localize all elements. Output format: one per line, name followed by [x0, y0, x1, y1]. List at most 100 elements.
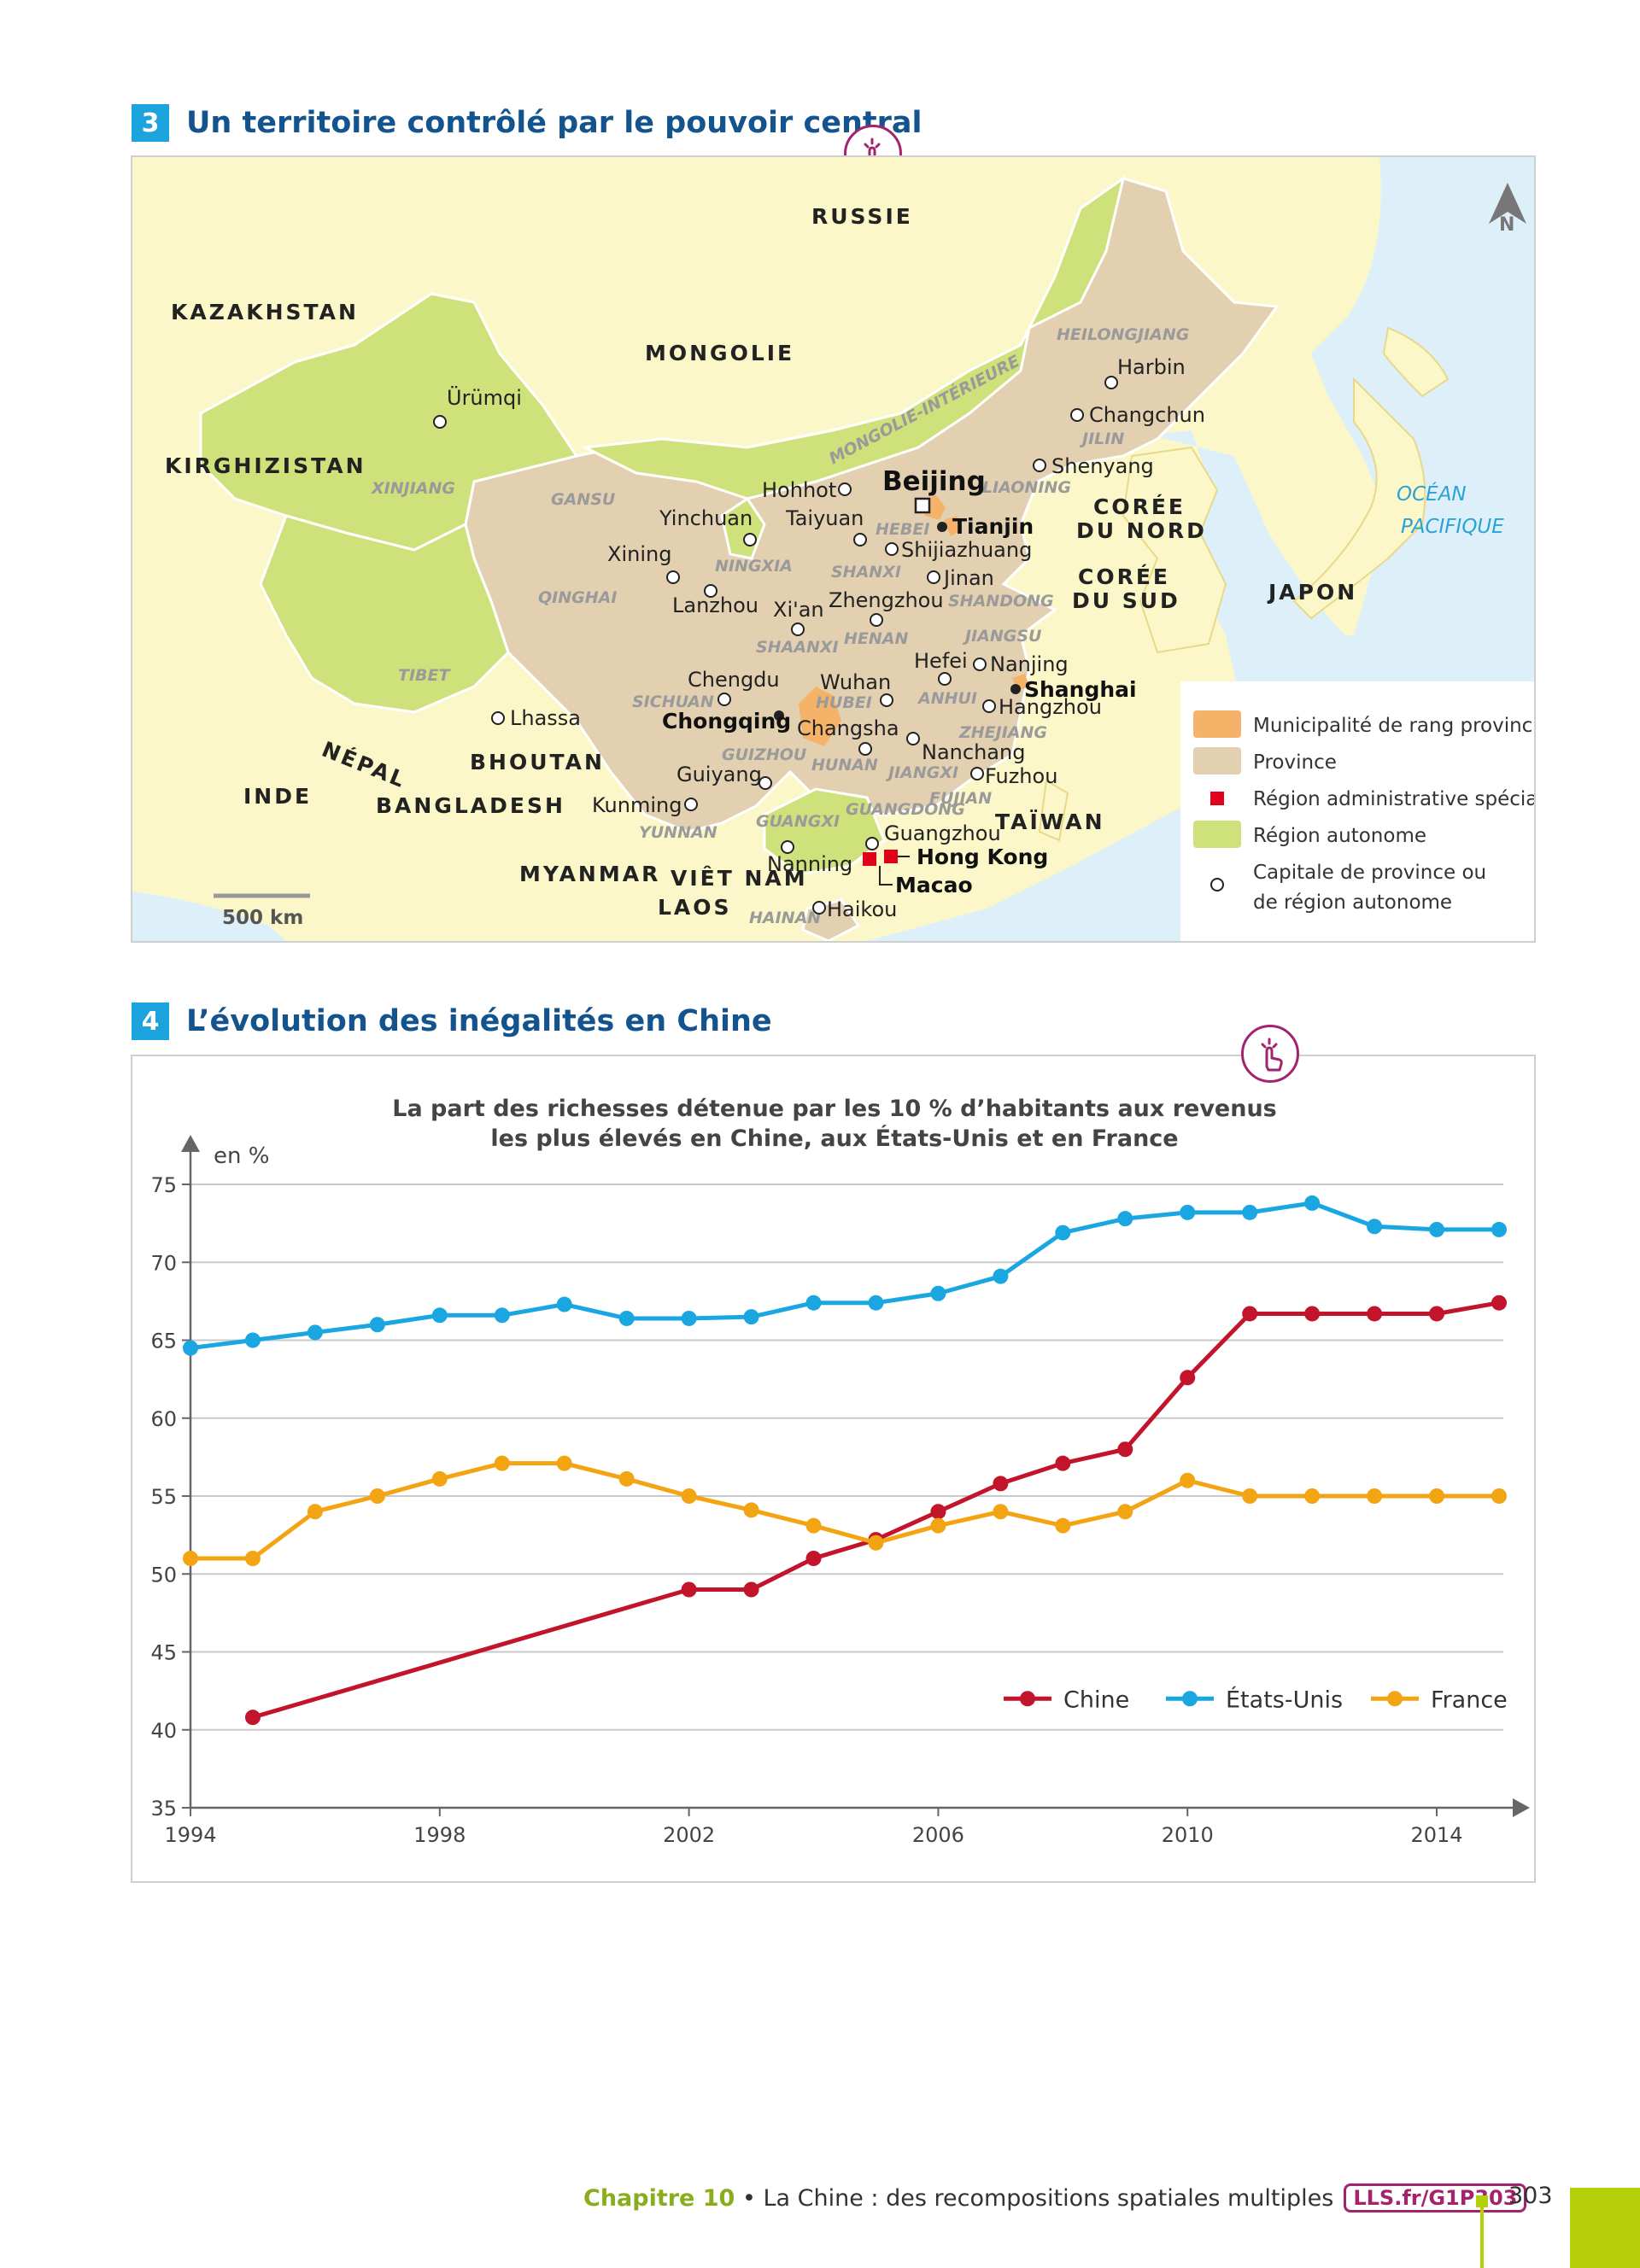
section-title: L’évolution des inégalités en Chine: [186, 1004, 772, 1038]
chongqing-area: [799, 687, 841, 746]
country-label: INDE: [243, 784, 312, 809]
touch-hand-icon[interactable]: [1241, 1025, 1299, 1083]
city-label: Shijiazhuang: [901, 538, 1032, 562]
north-label: N: [1499, 214, 1514, 236]
city-label: Haikou: [827, 897, 897, 921]
tianjin-area: [944, 516, 963, 536]
region-label: GUIZHOU: [722, 745, 807, 764]
data-point: [307, 1324, 323, 1341]
data-point: [868, 1534, 884, 1551]
data-point: [431, 1307, 448, 1324]
data-point: [556, 1296, 572, 1312]
footer-link[interactable]: LLS.fr/G1P303: [1344, 2183, 1527, 2212]
y-tick-label: 40: [150, 1719, 177, 1743]
y-tick-label: 60: [150, 1407, 177, 1431]
data-point: [930, 1285, 946, 1301]
data-point: [183, 1551, 198, 1566]
data-point: [1429, 1221, 1445, 1237]
region-label: QINGHAI: [538, 588, 617, 607]
series-line: [252, 1301, 1500, 1720]
footer-chapter: Chapitre 10: [583, 2184, 735, 2212]
page-footer: Chapitre 10 • La Chine : des recompositi…: [583, 2179, 1527, 2217]
ocean-label: OCÉAN: [1397, 482, 1467, 506]
y-tick-label: 45: [150, 1641, 177, 1665]
page-marker: [1476, 2195, 1488, 2207]
macao-marker: [884, 850, 898, 863]
y-tick-label: 65: [150, 1330, 177, 1353]
data-point: [1491, 1295, 1507, 1311]
region-label: GUANGXI: [756, 812, 840, 831]
region-label: LIAONING: [982, 478, 1071, 497]
data-point: [1304, 1488, 1321, 1504]
section-number: 4: [132, 1002, 169, 1040]
data-point: [1491, 1488, 1507, 1504]
city-label-hong-kong: Hong Kong: [917, 845, 1048, 869]
region-label: ANHUI: [917, 689, 977, 708]
taiwan-land: [1038, 779, 1069, 842]
legend-swatch: [1210, 878, 1224, 891]
country-label: BANGLADESH: [376, 793, 565, 818]
data-point: [1304, 1306, 1321, 1322]
data-point: [681, 1488, 697, 1504]
y-axis-arrow-icon: [181, 1135, 200, 1152]
series-line: [190, 1201, 1499, 1351]
country-label: MONGOLIE: [645, 341, 794, 365]
legend-label: Chine: [1063, 1686, 1129, 1713]
data-point: [618, 1470, 635, 1487]
section-title: Un territoire contrôlé par le pouvoir ce…: [186, 106, 922, 140]
city-label: Chengdu: [688, 668, 780, 692]
country-label: DU NORD: [1076, 518, 1207, 543]
data-point: [805, 1517, 822, 1534]
data-point: [244, 1332, 261, 1348]
inequality-chart: La part des richesses détenue par les 10…: [131, 1055, 1536, 1883]
data-point: [805, 1295, 822, 1311]
x-tick-label: 1998: [413, 1823, 466, 1847]
data-point: [993, 1476, 1009, 1492]
map-legend: Municipalité de rang provincial Province…: [1180, 681, 1534, 941]
legend-label: États-Unis: [1226, 1686, 1343, 1713]
municipality-marker: [1010, 684, 1021, 694]
chart-subtitle: les plus élevés en Chine, aux États-Unis…: [490, 1125, 1178, 1152]
data-point: [494, 1455, 510, 1471]
section-4-header: 4 L’évolution des inégalités en Chine: [132, 1002, 772, 1040]
city-label: Shenyang: [1051, 454, 1154, 478]
xinjiang-area: [199, 292, 579, 552]
city-label: Yinchuan: [659, 506, 753, 530]
inner-mongolia-area: [580, 175, 1126, 500]
city-label: Xining: [607, 542, 671, 566]
data-point: [244, 1710, 261, 1726]
city-label: Ürümqi: [447, 385, 522, 410]
region-label: JIANGXI: [885, 763, 958, 782]
tibet-area: [259, 514, 510, 714]
city-label: Nanning: [767, 852, 852, 876]
legend-label: Capitale de province ou: [1253, 862, 1486, 884]
region-label: HENAN: [844, 629, 908, 648]
data-point: [1117, 1441, 1133, 1458]
ocean-label: PACIFIQUE: [1401, 516, 1504, 538]
country-label: BHOUTAN: [470, 750, 605, 775]
city-label: Harbin: [1117, 355, 1186, 379]
country-label: LAOS: [658, 895, 732, 920]
data-point: [993, 1268, 1009, 1284]
x-tick-label: 2002: [663, 1823, 715, 1847]
data-point: [1429, 1306, 1445, 1322]
country-label: CORÉE: [1078, 564, 1170, 589]
data-point: [743, 1502, 759, 1518]
footer-text: La Chine : des recompositions spatiales …: [763, 2184, 1334, 2212]
data-point: [369, 1488, 385, 1504]
y-tick-label: 35: [150, 1797, 177, 1821]
legend-marker: [1020, 1691, 1035, 1707]
legend-label: de région autonome: [1253, 891, 1452, 914]
region-label: SHANXI: [831, 563, 901, 582]
region-label: JILIN: [1079, 430, 1124, 448]
region-label: ZHEJIANG: [958, 723, 1047, 742]
map-canvas: RUSSIE KAZAKHSTAN MONGOLIE KIRGHIZISTAN …: [132, 157, 1534, 941]
data-point: [681, 1581, 697, 1598]
data-point: [1055, 1225, 1071, 1241]
x-axis-arrow-icon: [1513, 1798, 1530, 1817]
legend-label: France: [1431, 1686, 1508, 1713]
page-rule: [1480, 2207, 1484, 2268]
city-label: Lanzhou: [672, 593, 758, 617]
city-label-beijing: Beijing: [882, 466, 986, 497]
region-label: TIBET: [398, 666, 451, 685]
